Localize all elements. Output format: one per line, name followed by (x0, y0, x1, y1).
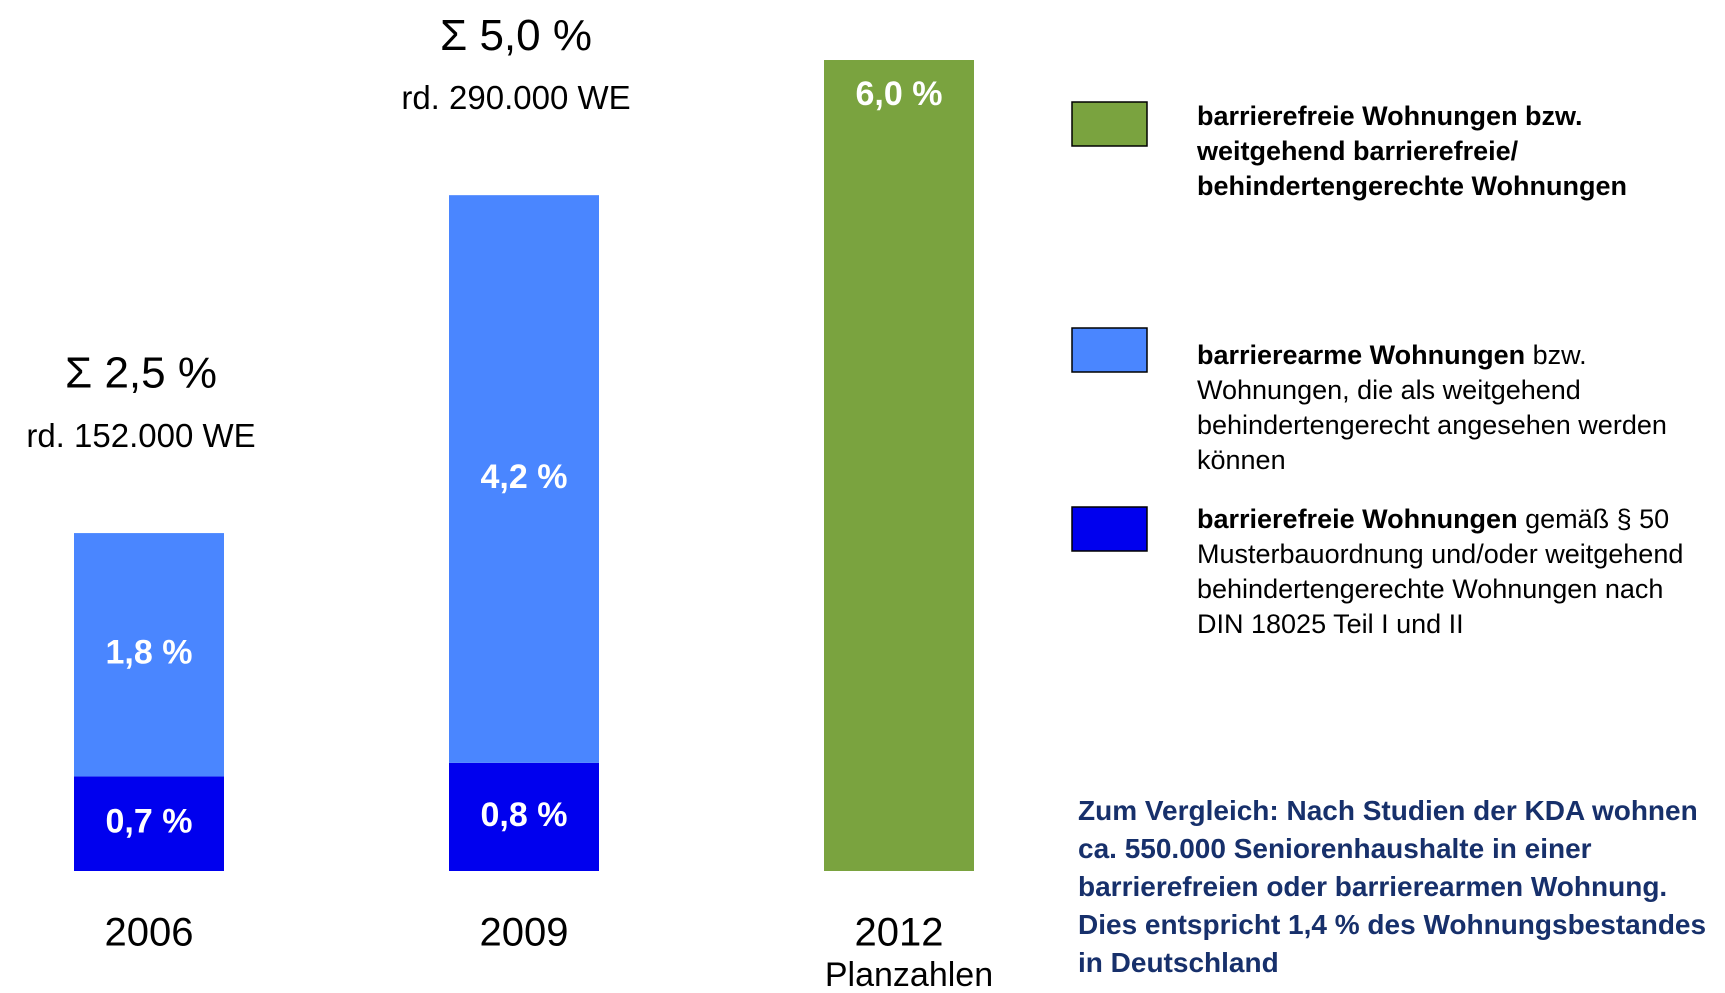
legend-entry: barrierefreie Wohnungen gemäß § 50 Muste… (1197, 502, 1717, 642)
legend-name: barrierefreie Wohnungen bzw. weitgehend … (1197, 101, 1628, 201)
value-label: 4,2 % (481, 458, 568, 496)
legend-swatch (1071, 327, 1148, 373)
unit-label: rd. 290.000 WE (401, 79, 630, 116)
value-label: 0,7 % (106, 803, 193, 841)
total-label: Σ 2,5 % (65, 349, 217, 398)
x-tick-label: 2006 (105, 911, 194, 955)
note: Zum Vergleich: Nach Studien der KDA wohn… (1078, 795, 1707, 978)
bar-segment (74, 776, 224, 871)
legend-entry: barrierearme Wohnungen bzw. Wohnungen, d… (1197, 338, 1717, 478)
legend-name: barrierefreie Wohnungen (1197, 504, 1518, 534)
legend-description: gemäß § 50 Musterbauordnung und/oder wei… (1197, 504, 1684, 639)
bar-segment (824, 60, 974, 871)
x-tick-label: 2012 (855, 911, 944, 955)
value-label: 0,8 % (481, 796, 568, 834)
x-tick-sublabel: Planzahlen (825, 956, 993, 993)
legend-entry: barrierefreie Wohnungen bzw. weitgehend … (1197, 99, 1717, 204)
value-label: 6,0 % (856, 75, 943, 113)
bar-segment (74, 533, 224, 777)
legend-name: barrierearme Wohnungen (1197, 340, 1526, 370)
bar-segment (449, 195, 599, 763)
bar-segment (449, 762, 599, 871)
legend-swatch (1071, 101, 1148, 147)
total-label: Σ 5,0 % (440, 11, 592, 60)
value-label: 1,8 % (106, 634, 193, 672)
legend-swatch (1071, 506, 1148, 552)
legend-description: bzw. Wohnungen, die als weitgehend behin… (1197, 340, 1667, 475)
x-tick-label: 2009 (480, 911, 569, 955)
unit-label: rd. 152.000 WE (26, 417, 255, 454)
